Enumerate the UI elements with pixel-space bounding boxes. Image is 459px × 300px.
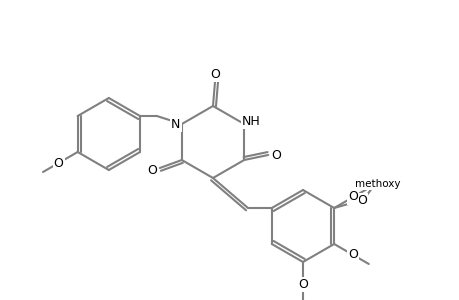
Text: O: O: [347, 248, 358, 262]
Text: N: N: [171, 118, 180, 130]
Text: NH: NH: [241, 115, 260, 128]
Text: O: O: [347, 190, 358, 203]
Text: O: O: [357, 194, 366, 206]
Text: O: O: [210, 68, 219, 80]
Text: O: O: [54, 157, 63, 169]
Text: methoxy: methoxy: [355, 179, 400, 189]
Text: O: O: [271, 148, 280, 161]
Text: O: O: [146, 164, 157, 176]
Text: O: O: [297, 278, 307, 290]
